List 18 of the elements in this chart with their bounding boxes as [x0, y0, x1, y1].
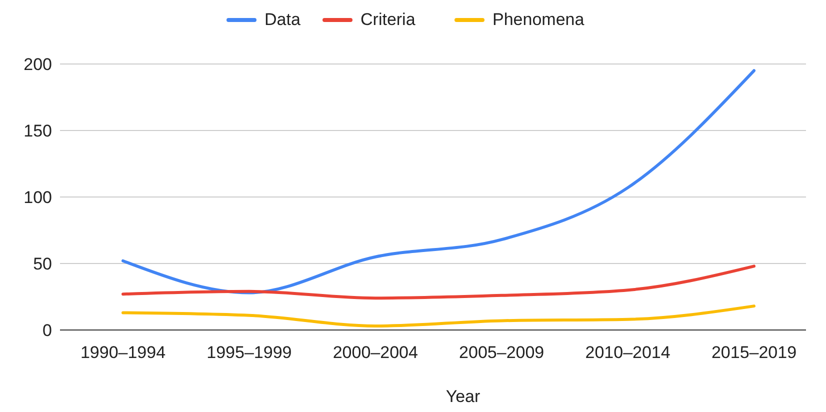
y-tick-label: 200: [24, 54, 52, 74]
x-tick-label: 2015–2019: [711, 343, 797, 362]
legend-label: Criteria: [360, 10, 416, 29]
y-tick-label: 100: [24, 188, 52, 207]
x-tick-label: 2005–2009: [459, 343, 544, 362]
x-axis-title: Year: [446, 387, 481, 406]
x-tick-label: 2000–2004: [332, 343, 418, 362]
x-tick-label: 1990–1994: [80, 343, 166, 362]
y-tick-label: 150: [24, 121, 52, 140]
legend-label: Phenomena: [492, 10, 585, 29]
y-tick-label: 0: [42, 320, 52, 340]
x-tick-label: 2010–2014: [585, 343, 670, 362]
line-series: [122, 264, 756, 300]
line-series: [122, 304, 756, 328]
legend-label: Data: [264, 10, 301, 29]
x-tick-label: 1995–1999: [206, 343, 292, 362]
line-series: [122, 69, 756, 294]
y-tick-label: 50: [33, 254, 52, 274]
